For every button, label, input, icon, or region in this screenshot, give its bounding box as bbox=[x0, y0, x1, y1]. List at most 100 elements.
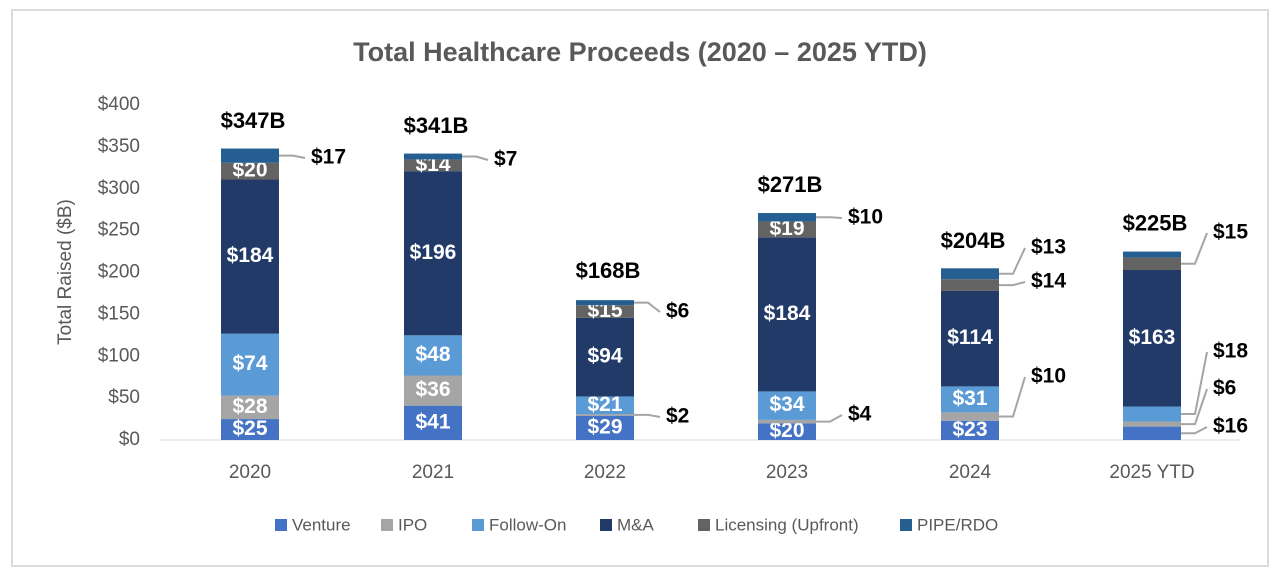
callout-line bbox=[1181, 388, 1208, 426]
bar-segment bbox=[941, 290, 999, 387]
chart-border bbox=[11, 9, 1269, 567]
y-tick-label: $250 bbox=[98, 220, 140, 241]
bar-segment bbox=[221, 162, 279, 180]
segment-label: $31 bbox=[952, 387, 987, 410]
callout-line bbox=[462, 155, 489, 161]
y-tick-label: $200 bbox=[98, 262, 140, 283]
bar-segment bbox=[576, 415, 634, 440]
bar-segment bbox=[758, 237, 816, 392]
legend-swatch bbox=[381, 519, 393, 531]
bar-segment bbox=[576, 414, 634, 416]
callout-label: $13 bbox=[1031, 236, 1066, 259]
callout-label: $4 bbox=[848, 403, 872, 426]
callout-line bbox=[1181, 232, 1208, 265]
bar-segment bbox=[404, 375, 462, 406]
total-label: $271B bbox=[758, 172, 823, 197]
segment-label: $48 bbox=[415, 343, 450, 366]
y-tick-label: $100 bbox=[98, 345, 140, 366]
legend-label: Licensing (Upfront) bbox=[715, 515, 859, 534]
bar-segment bbox=[221, 419, 279, 440]
callout-label: $10 bbox=[848, 206, 883, 229]
bar-segment bbox=[221, 395, 279, 420]
legend-label: M&A bbox=[617, 515, 655, 534]
y-axis-label: Total Raised ($B) bbox=[55, 199, 76, 345]
y-tick-label: $400 bbox=[98, 94, 140, 115]
total-label: $347B bbox=[221, 108, 286, 133]
bar-segment bbox=[1123, 257, 1181, 270]
callout-label: $14 bbox=[1031, 270, 1066, 293]
callout-line bbox=[999, 247, 1026, 275]
segment-label: $28 bbox=[232, 395, 267, 418]
y-tick-label: $0 bbox=[119, 429, 140, 450]
segment-label: $184 bbox=[227, 244, 274, 267]
callout-line bbox=[634, 413, 661, 418]
bar-segment bbox=[941, 412, 999, 421]
bar-segment bbox=[758, 213, 816, 222]
legend-swatch bbox=[900, 519, 912, 531]
legend-label: IPO bbox=[398, 515, 427, 534]
total-label: $341B bbox=[404, 113, 469, 138]
bar-segment bbox=[576, 396, 634, 415]
callout-label: $2 bbox=[666, 405, 689, 428]
x-tick-label: 2025 YTD bbox=[1109, 462, 1194, 483]
segment-label: $114 bbox=[947, 326, 993, 349]
callout-label: $15 bbox=[1213, 221, 1248, 244]
segment-label: $29 bbox=[587, 415, 622, 438]
callout-line bbox=[1181, 426, 1208, 435]
segment-label: $74 bbox=[232, 352, 267, 375]
segment-label: $34 bbox=[769, 393, 804, 416]
total-label: $225B bbox=[1123, 210, 1188, 235]
x-tick-label: 2023 bbox=[766, 462, 808, 483]
callout-label: $17 bbox=[311, 146, 346, 169]
bar-segment bbox=[758, 423, 816, 440]
legend-swatch bbox=[600, 519, 612, 531]
bar-segment bbox=[404, 153, 462, 160]
legend-label: Venture bbox=[292, 515, 351, 534]
callout-line bbox=[1181, 351, 1208, 416]
bar-segment bbox=[1123, 421, 1181, 427]
legend-swatch bbox=[698, 519, 710, 531]
segment-label: $94 bbox=[587, 345, 622, 368]
bar-segment bbox=[404, 159, 462, 172]
bar-segment bbox=[941, 268, 999, 280]
bar-segment bbox=[221, 333, 279, 396]
segment-label: $163 bbox=[1129, 326, 1176, 349]
legend-label: Follow-On bbox=[489, 515, 566, 534]
segment-label: $41 bbox=[415, 410, 450, 433]
bar-segment bbox=[576, 305, 634, 318]
callout-label: $6 bbox=[666, 300, 689, 323]
callout-line bbox=[634, 301, 661, 313]
total-label: $168B bbox=[576, 258, 641, 283]
segment-label: $184 bbox=[764, 302, 811, 325]
y-tick-label: $50 bbox=[108, 387, 140, 408]
x-tick-label: 2024 bbox=[949, 462, 992, 483]
callout-line bbox=[816, 216, 843, 219]
bar-segment bbox=[941, 279, 999, 291]
callout-line bbox=[999, 281, 1026, 287]
y-tick-label: $150 bbox=[98, 303, 140, 324]
x-tick-label: 2022 bbox=[584, 462, 626, 483]
bar-segment bbox=[1123, 269, 1181, 407]
legend-swatch bbox=[472, 519, 484, 531]
bar-segment bbox=[404, 335, 462, 376]
bar-segment bbox=[758, 391, 816, 420]
legend-swatch bbox=[275, 519, 287, 531]
y-tick-label: $350 bbox=[98, 136, 140, 157]
callout-label: $7 bbox=[494, 148, 517, 171]
callout-line bbox=[816, 414, 843, 423]
bar-segment bbox=[941, 420, 999, 440]
segment-label: $20 bbox=[769, 419, 804, 442]
bar-segment bbox=[1123, 426, 1181, 440]
callout-label: $16 bbox=[1213, 415, 1248, 438]
bar-segment bbox=[404, 405, 462, 440]
bar-segment bbox=[576, 300, 634, 306]
bar-segment bbox=[1123, 251, 1181, 258]
bar-segment bbox=[221, 148, 279, 163]
callout-line bbox=[279, 154, 306, 159]
segment-label: $196 bbox=[410, 241, 457, 264]
bar-segment bbox=[758, 419, 816, 424]
callout-line bbox=[999, 376, 1026, 418]
total-label: $204B bbox=[941, 228, 1006, 253]
segment-label: $25 bbox=[232, 417, 267, 440]
